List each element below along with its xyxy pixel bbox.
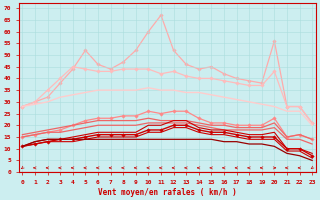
X-axis label: Vent moyen/en rafales ( km/h ): Vent moyen/en rafales ( km/h ) (98, 188, 237, 197)
